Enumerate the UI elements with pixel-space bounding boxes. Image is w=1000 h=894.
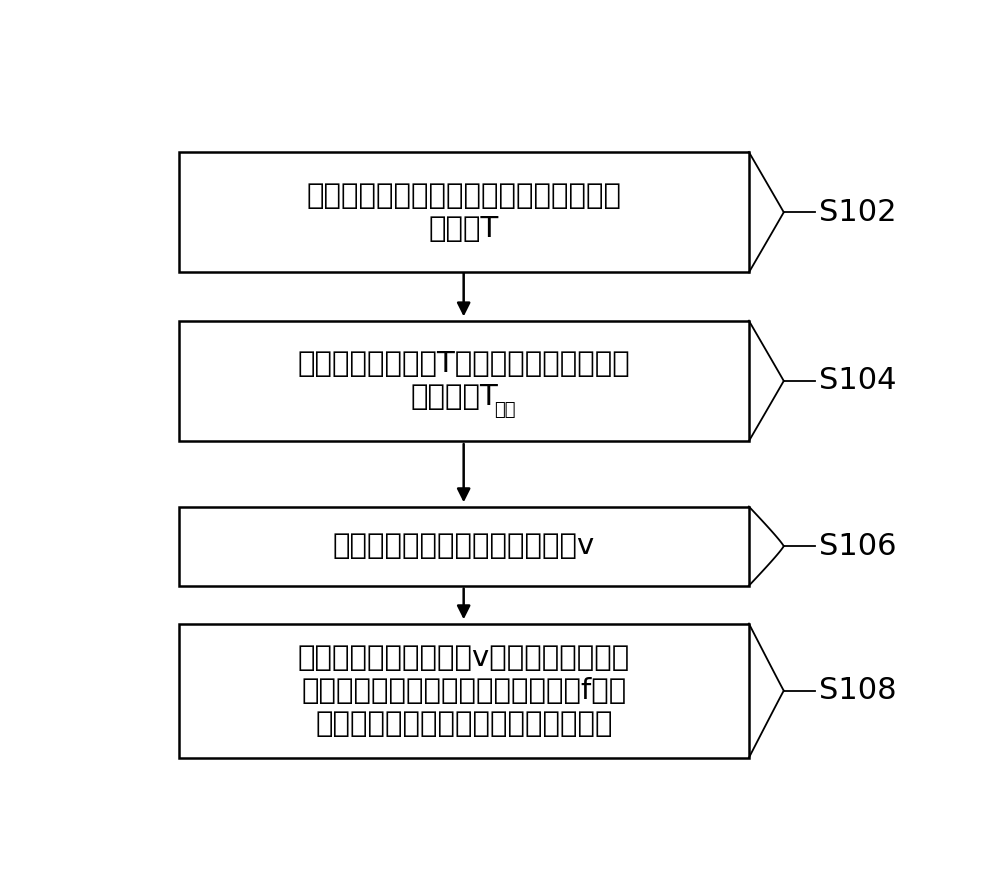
Text: S102: S102	[819, 198, 896, 227]
Bar	[179, 507, 749, 586]
Text: 判断当前排气温度T是否大于等于预设前置: 判断当前排气温度T是否大于等于预设前置	[298, 350, 630, 378]
Text: S108: S108	[819, 676, 896, 705]
Text: 气温度T: 气温度T	[429, 215, 499, 243]
Text: 压缩机启动运行后，获取压缩机的当前排: 压缩机启动运行后，获取压缩机的当前排	[307, 181, 622, 210]
Text: 控制压缩机按照调整后的运行频率运行: 控制压缩机按照调整后的运行频率运行	[315, 710, 613, 738]
Text: 保护温度T: 保护温度T	[410, 384, 498, 411]
Text: 前保: 前保	[494, 401, 516, 418]
Text: 频率的状态，调整压缩机的运行频率f，并: 频率的状态，调整压缩机的运行频率f，并	[301, 677, 627, 704]
Text: S106: S106	[819, 532, 896, 561]
Bar	[179, 624, 749, 758]
Text: 根据排气温度上升速率v，以及压缩机运行: 根据排气温度上升速率v，以及压缩机运行	[298, 644, 630, 671]
Text: 若是，则确定排气温度上升速率v: 若是，则确定排气温度上升速率v	[333, 532, 595, 561]
Text: S104: S104	[819, 367, 896, 395]
Bar	[179, 152, 749, 273]
Bar	[179, 321, 749, 441]
